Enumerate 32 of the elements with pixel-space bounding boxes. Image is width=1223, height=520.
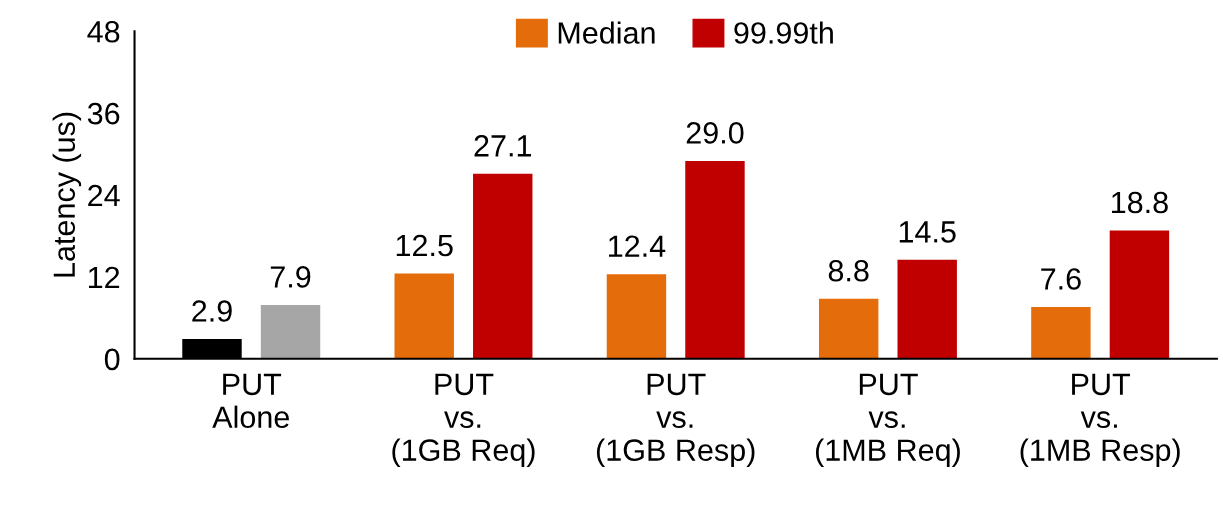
x-tick-label: PUT vs. (1GB Resp) [596,373,755,467]
x-tick-label: PUT vs. (1MB Req) [815,373,960,467]
bar [1031,306,1091,359]
bar [473,173,533,359]
bar [818,298,879,359]
data-label: 29.0 [686,122,744,144]
legend-label: 99.99th [734,21,833,44]
bar [1109,230,1170,359]
x-tick-label: PUT vs. (1MB Resp) [1020,373,1180,467]
y-tick-label: 48 [87,20,120,43]
data-label: 27.1 [474,135,531,157]
data-label: 7.6 [1041,268,1081,290]
bar [394,273,454,359]
data-label: 18.8 [1112,191,1168,214]
bar [606,274,667,359]
data-label: 8.8 [828,259,869,282]
x-tick-label: PUT Alone [212,373,289,429]
x-tick-label: PUT vs. (1GB Req) [392,373,535,467]
legend-label: Median [558,21,655,44]
y-axis-title: Latency (us) [52,112,82,277]
y-tick-label: 36 [87,102,120,125]
y-tick-label: 24 [88,184,120,207]
bar [260,304,321,359]
data-label: 12.5 [396,234,453,257]
data-label: 7.9 [270,266,311,288]
y-tick-label: 0 [104,348,120,371]
data-label: 14.5 [899,221,956,243]
data-label: 2.9 [192,300,232,322]
bar [897,259,957,359]
bar [685,160,745,359]
data-label: 12.4 [609,235,666,257]
y-tick-label: 12 [88,266,120,288]
